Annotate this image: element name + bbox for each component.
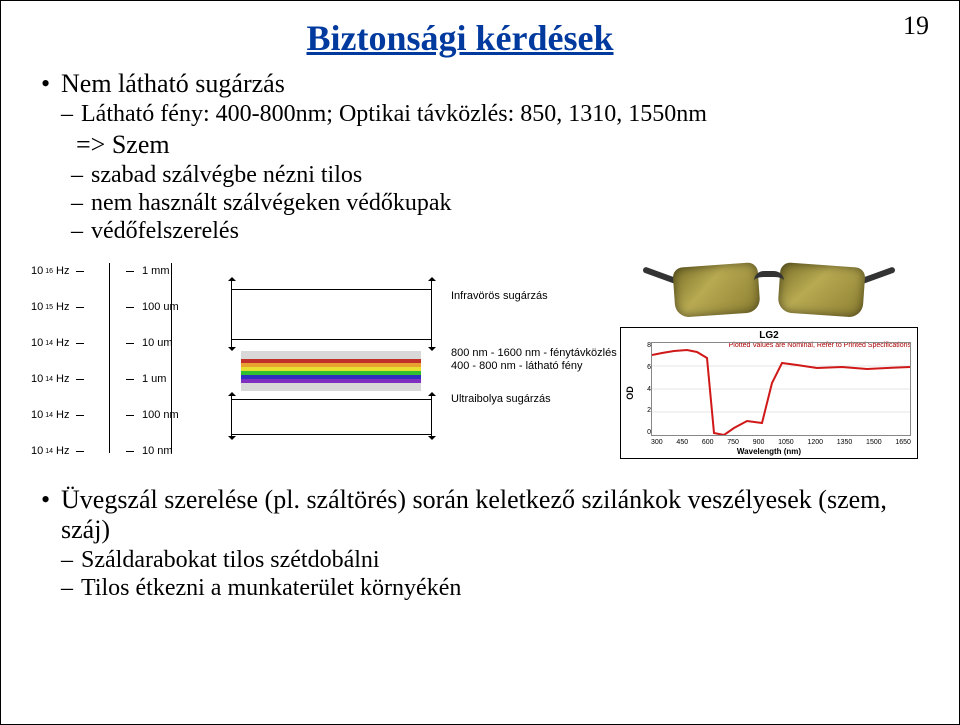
bullet-radiation: Nem látható sugárzás [41, 69, 929, 99]
bullet-ppe: védőfelszerelés [71, 218, 929, 245]
spectrum-diagram: 1016Hz1015Hz1014Hz1014Hz1014Hz1014Hz 1 m… [31, 253, 651, 463]
chart-title: LG2 [621, 330, 917, 341]
slide-title: Biztonsági kérdések [306, 17, 613, 59]
bullet-no-eat: Tilos étkezni a munkaterület környékén [61, 575, 929, 602]
header: Biztonsági kérdések 19 [31, 11, 929, 59]
od-chart: LG2 Plotted Values are Nominal, Refer to… [620, 327, 918, 459]
chart-ylabel: OD [625, 386, 635, 400]
chart-xlabel: Wavelength (nm) [621, 447, 917, 456]
bullet-no-scatter: Száldarabokat tilos szétdobálni [61, 547, 929, 574]
imply-eye: => Szem [76, 130, 929, 160]
goggles-icon [664, 253, 874, 323]
slide: Biztonsági kérdések 19 Nem látható sugár… [0, 0, 960, 725]
figure-row: 1016Hz1015Hz1014Hz1014Hz1014Hz1014Hz 1 m… [31, 253, 929, 473]
bullet-cap: nem használt szálvégeken védőkupak [71, 190, 929, 217]
page-number: 19 [889, 11, 929, 41]
bullet-list: Nem látható sugárzás [41, 69, 929, 99]
bullet-visible-light: Látható fény: 400-800nm; Optikai távközl… [61, 101, 929, 128]
goggles-panel: LG2 Plotted Values are Nominal, Refer to… [619, 248, 919, 459]
bullet-shards: Üvegszál szerelése (pl. száltörés) során… [41, 485, 929, 545]
bullet-no-look: szabad szálvégbe nézni tilos [71, 162, 929, 189]
